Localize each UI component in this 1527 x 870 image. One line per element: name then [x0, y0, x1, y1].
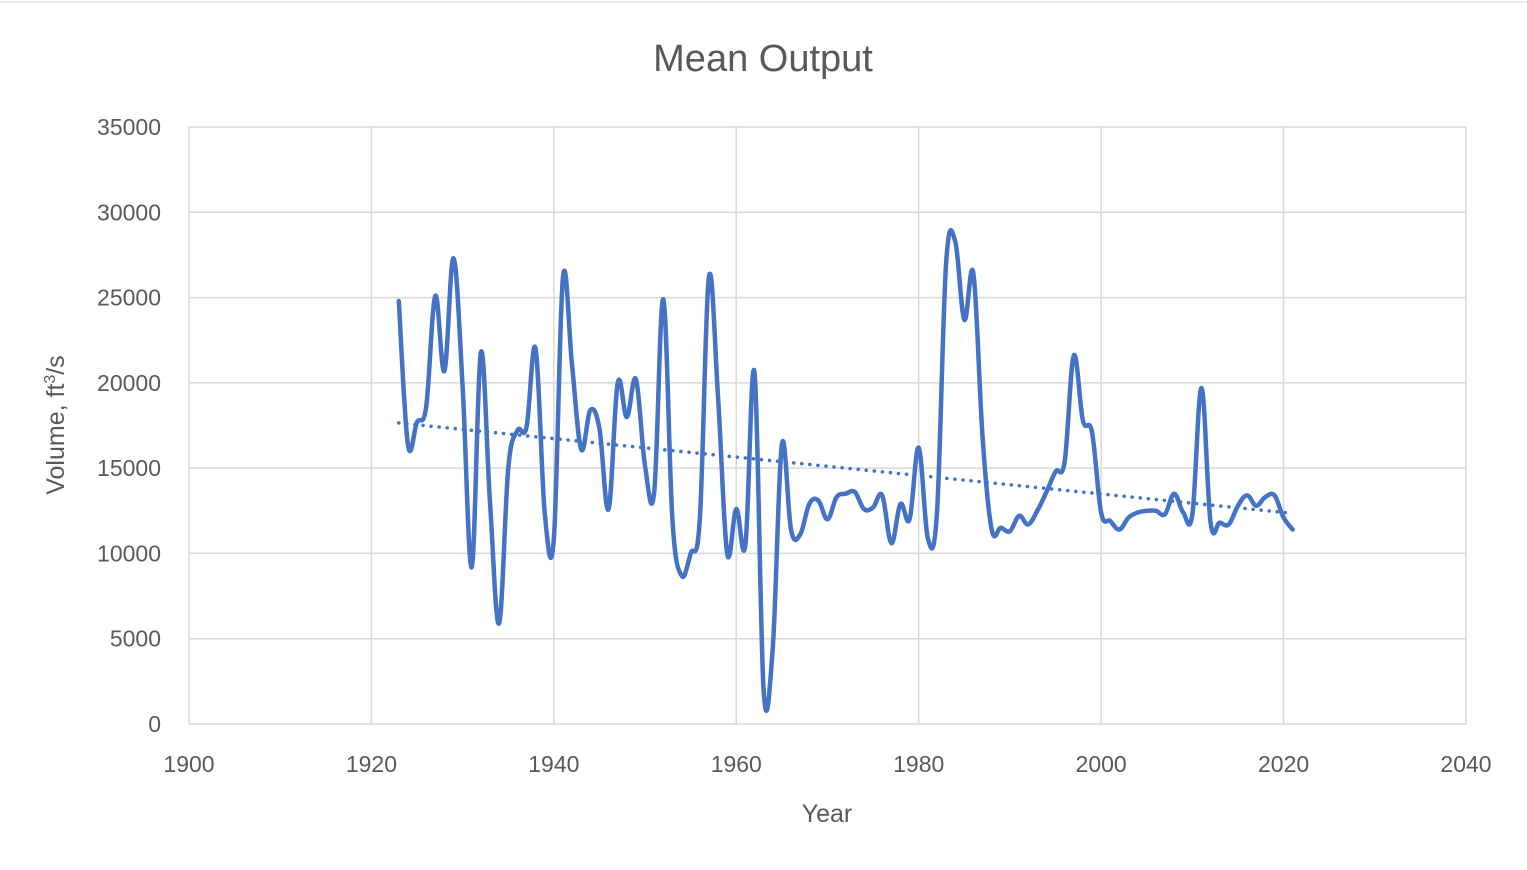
- x-tick-label: 1920: [346, 751, 397, 777]
- x-tick-label: 2000: [1076, 751, 1127, 777]
- gridlines: [188, 126, 1467, 725]
- chart-title: Mean Output: [653, 38, 873, 80]
- series-line: [396, 228, 1295, 713]
- y-tick-label: 30000: [97, 199, 161, 225]
- y-axis-ticks: 0 5000 10000 15000 20000 25000 30000 35000: [97, 114, 161, 737]
- y-axis-title-tail: /s: [42, 355, 70, 374]
- y-tick-label: 25000: [97, 285, 161, 311]
- y-tick-label: 5000: [110, 626, 161, 652]
- y-tick-label: 35000: [97, 114, 161, 140]
- x-tick-label: 2040: [1440, 751, 1491, 777]
- y-tick-label: 0: [148, 711, 161, 737]
- x-tick-label: 1980: [893, 751, 944, 777]
- x-tick-label: 1900: [163, 751, 214, 777]
- y-axis-title-main: Volume, ft: [42, 384, 70, 495]
- x-axis-ticks: 1900 1920 1940 1960 1980 2000 2020 2040: [163, 751, 1491, 777]
- x-tick-label: 1960: [711, 751, 762, 777]
- y-axis-title: Volume, ft3/s: [42, 355, 70, 495]
- series-layer: [396, 228, 1295, 713]
- x-tick-label: 1940: [528, 751, 579, 777]
- y-tick-label: 15000: [97, 455, 161, 481]
- y-tick-label: 20000: [97, 370, 161, 396]
- x-tick-label: 2020: [1258, 751, 1309, 777]
- x-axis-title: Year: [802, 800, 853, 828]
- y-axis-title-superscript: 3: [42, 375, 59, 384]
- y-tick-label: 10000: [97, 540, 161, 566]
